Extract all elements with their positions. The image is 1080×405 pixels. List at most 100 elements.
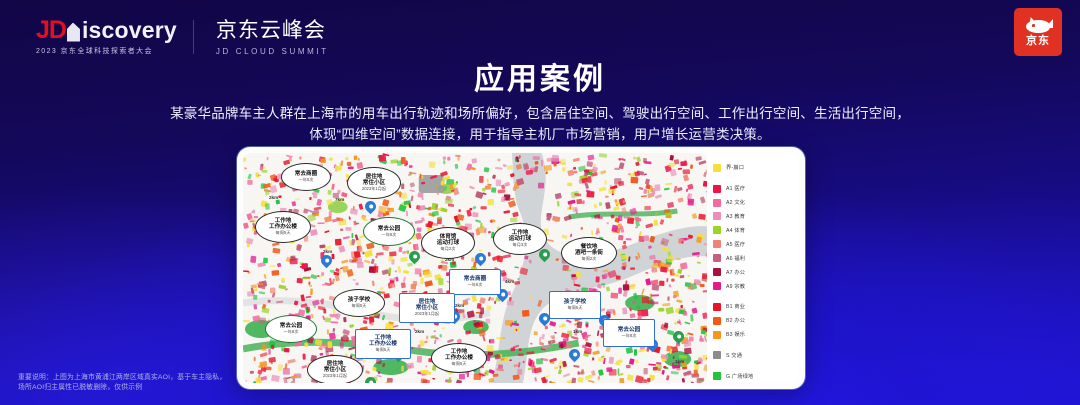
callout-frequency: 一年8次 [381, 231, 397, 237]
legend-item[interactable]: A1 医疗 [713, 182, 799, 196]
legend-item[interactable]: B3 娱乐 [713, 328, 799, 342]
legend-item[interactable]: A7 办公 [713, 265, 799, 279]
distance-label: 1km [675, 359, 685, 364]
footnote-line-1: 重要说明：上图为上海市黄浦江两岸区域真实AOI，基于车主隐私， [18, 374, 227, 381]
map-callout[interactable]: 常去公园 一年8次 [603, 319, 655, 347]
legend-label: 界-崩口 [726, 165, 745, 172]
legend-label: B1 商业 [726, 304, 746, 311]
distance-label: 2km [455, 303, 465, 308]
map-callout[interactable]: 常去公园 一年8次 [265, 315, 317, 343]
page-title: 应用案例 [474, 63, 606, 96]
distance-label: 2km [323, 249, 333, 254]
map-pin-marker[interactable] [536, 246, 553, 263]
distance-label: 1km [573, 329, 583, 334]
joy-dog-icon [1023, 17, 1053, 35]
jd-cloud-summit-logo: 京东云峰会 JD CLOUD SUMMIT [216, 20, 329, 56]
legend-spacer [713, 362, 799, 369]
legend-swatch [713, 212, 721, 221]
map-callout[interactable]: 孩子学校 每周5天 [549, 291, 601, 319]
map-callout[interactable]: 常去公园 一年8次 [363, 217, 415, 246]
legend-item[interactable]: A9 宗教 [713, 279, 799, 293]
legend-label: A2 文化 [726, 200, 746, 207]
map-legend: 界-崩口 A1 医疗 A2 文化 A3 教育 A4 体育 A5 医疗 A6 福利 A7 办公 A… [707, 153, 799, 383]
map-pin-marker[interactable] [362, 374, 379, 383]
legend-item[interactable]: B1 商业 [713, 300, 799, 314]
description-line-1: 某豪华品牌车主人群在上海市的用车出行轨迹和场所偏好，包含居住空间、驾驶出行空间、… [170, 106, 910, 121]
callout-title: 居住地 [418, 299, 436, 306]
map-callout[interactable]: 居住地 常住小区 2023年1月起 [399, 293, 455, 323]
callout-frequency: 每周5天 [451, 361, 467, 367]
callout-title: 孩子学校 [347, 297, 371, 304]
callout-title: 工作地 [274, 218, 292, 225]
legend-label: S 交通 [726, 352, 743, 359]
map-pin-marker[interactable] [566, 346, 583, 363]
map-callout[interactable]: 体育馆 运动打球 每月2次 [421, 227, 475, 259]
callout-title: 体育馆 [439, 234, 457, 241]
callout-title: 常去公园 [377, 225, 401, 232]
callout-frequency: 每月3次 [512, 242, 528, 248]
callout-frequency: 一年8次 [621, 333, 637, 339]
map-callout[interactable]: 孩子学校 每周5天 [333, 289, 385, 317]
map-pin-marker[interactable] [318, 252, 335, 269]
map-callout[interactable]: 居住地 常住小区 2023年1月起 [347, 167, 401, 199]
legend-swatch [713, 351, 721, 360]
legend-label: B3 娱乐 [726, 332, 746, 339]
callout-title: 工作地 [511, 230, 529, 237]
callout-title: 常去公园 [617, 327, 641, 334]
map-callout[interactable]: 工作地 工作办公楼 每周5天 [431, 343, 487, 373]
legend-swatch [713, 302, 721, 311]
legend-label: A5 医疗 [726, 241, 746, 248]
map-canvas[interactable]: 2km7km2km2km4km2km2km1km1km3km3km常去商圈一年5… [243, 153, 707, 383]
callout-subtitle: 运动打球 [436, 240, 460, 247]
brand-lockup: JD iscovery 2023 京东全球科技探索者大会 京东云峰会 JD CL… [36, 17, 329, 56]
legend-swatch [713, 163, 721, 172]
callout-title: 常去公园 [279, 323, 303, 330]
callout-title: 居住地 [365, 174, 383, 181]
legend-item[interactable]: B2 办公 [713, 314, 799, 328]
callout-title: 工作地 [374, 335, 392, 342]
legend-item[interactable]: A3 教育 [713, 210, 799, 224]
callout-frequency: 每月2次 [440, 246, 456, 252]
legend-item[interactable]: A4 体育 [713, 223, 799, 237]
legend-label: A9 宗教 [726, 283, 746, 290]
map-callout[interactable]: 工作地 运动打球 每月3次 [493, 223, 547, 255]
legend-swatch [713, 372, 721, 380]
map-pin-marker[interactable] [472, 250, 489, 267]
legend-swatch [713, 254, 721, 263]
callout-subtitle: 工作办公楼 [269, 224, 297, 231]
legend-item[interactable]: A2 文化 [713, 196, 799, 210]
legend-label: A4 体育 [726, 227, 746, 234]
map-pin-marker[interactable] [670, 328, 687, 345]
callout-frequency: 每周5天 [567, 305, 583, 311]
map-pin-marker[interactable] [406, 248, 423, 265]
brand-divider [192, 20, 194, 54]
callout-frequency: 每周5天 [375, 347, 391, 353]
legend-item[interactable]: A6 福利 [713, 251, 799, 265]
map-pin-marker[interactable] [362, 198, 379, 215]
callout-frequency: 一年8次 [283, 329, 299, 335]
legend-item[interactable]: A5 医疗 [713, 237, 799, 251]
legend-item[interactable]: 界-崩口 [713, 161, 799, 175]
callout-frequency: 2023年1月起 [361, 186, 387, 192]
legend-spacer [713, 175, 799, 182]
map-callout[interactable]: 常去商圈 一年5次 [281, 163, 331, 191]
jd-logo-text: 京东 [1026, 35, 1050, 47]
conference-subtitle: 2023 京东全球科技探索者大会 [36, 48, 153, 55]
map-callout[interactable]: 常去商圈 一年6次 [449, 269, 501, 295]
legend-swatch [713, 226, 721, 235]
callout-frequency: 每周5天 [351, 303, 367, 309]
distance-label: 4km [505, 279, 515, 284]
legend-item[interactable]: G 广场绿地 [713, 369, 799, 383]
map-callout[interactable]: 餐饮地 酒吧一条街 每周2次 [561, 237, 617, 269]
legend-swatch [713, 198, 721, 207]
map-callout[interactable]: 居住地 常住小区 2023年1月起 [307, 355, 363, 383]
map-callout[interactable]: 工作地 工作办公楼 每周5天 [355, 329, 411, 359]
legend-item[interactable]: S 交通 [713, 348, 799, 362]
callout-frequency: 每周5天 [275, 230, 291, 236]
distance-label: 2km [415, 329, 425, 334]
map-callout[interactable]: 工作地 工作办公楼 每周5天 [255, 211, 311, 243]
legend-label: A1 医疗 [726, 186, 746, 193]
distance-label: 7km [335, 197, 345, 202]
callout-frequency: 一年6次 [467, 282, 483, 288]
discovery-d-icon [66, 22, 80, 42]
